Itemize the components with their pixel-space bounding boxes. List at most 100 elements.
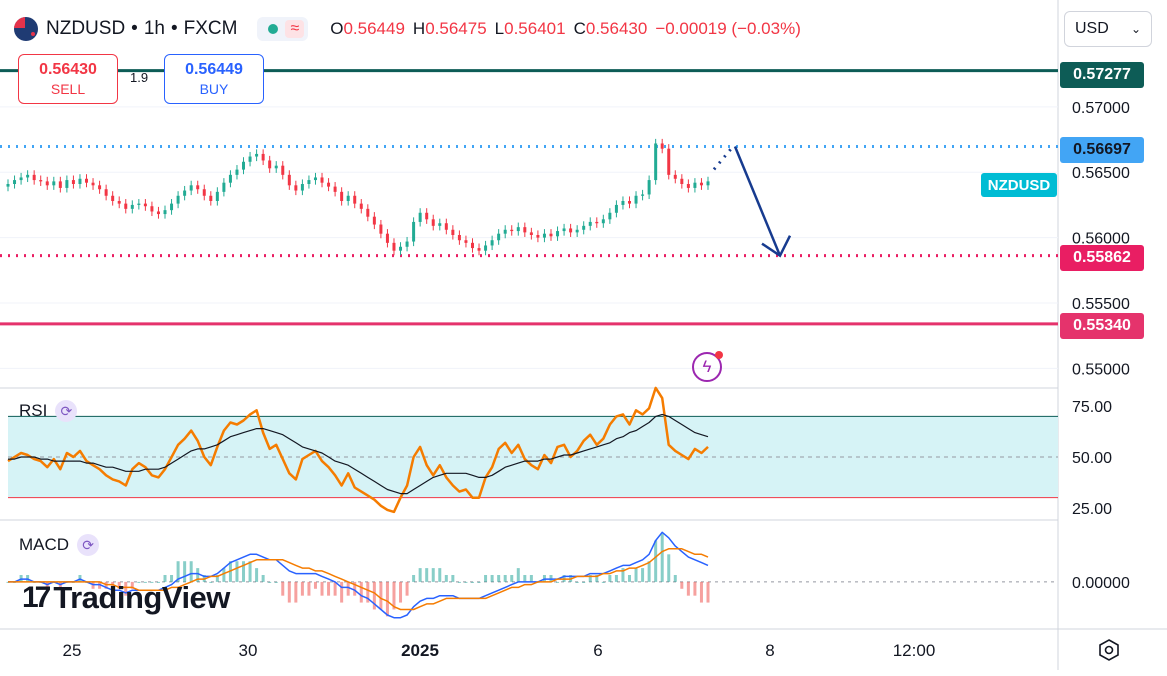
candle-body [399,246,403,251]
high-label: H [412,19,426,38]
macd-histogram-bar [582,581,586,583]
macd-histogram-bar [320,581,324,596]
low-value: 0.56401 [504,19,566,38]
macd-title[interactable]: MACD ⟳ [19,534,100,556]
logo-text: TradingView [53,580,230,615]
candle-body [503,229,507,234]
macd-histogram-bar [379,581,383,610]
candle-body [32,174,36,181]
symbol-header[interactable]: NZDUSD • 1h • FXCM ≈ O 0.56449 H 0.56475 L… [14,15,801,43]
candle-body [366,208,370,217]
candle-body [673,174,677,179]
macd-histogram-bar [484,575,488,582]
macd-histogram-bar [405,581,409,596]
macd-histogram-bar [673,575,677,582]
candle-body [392,242,396,251]
macd-histogram-bar [268,581,272,583]
candle-body [327,182,331,187]
candle-body [346,195,350,201]
candle-body [19,177,23,181]
candle-body [451,229,455,235]
symbol-name[interactable]: NZDUSD [46,18,126,39]
high-value: 0.56475 [425,19,487,38]
candle-body [588,221,592,226]
macd-histogram-bar [248,561,252,582]
macd-histogram-bar [189,561,193,582]
candle-body [627,201,631,204]
wave-icon: ≈ [285,20,305,38]
macd-histogram-bar [143,581,147,583]
macd-histogram-bar [150,581,154,583]
macd-histogram-bar [444,575,448,582]
candle-body [412,221,416,242]
macd-histogram-bar [425,568,429,582]
macd-histogram-bar [170,575,174,582]
separator: • [131,18,138,39]
macd-histogram-bar [111,581,115,596]
candle-body [45,181,49,186]
spread-value: 1.9 [130,70,149,85]
x-tick: 30 [238,641,258,660]
macd-histogram-bar [124,581,128,596]
macd-histogram-bar [523,575,527,582]
price-tick-label: 0.57000 [1072,100,1130,117]
candle-body [595,221,599,224]
macd-histogram-bar [300,581,304,596]
buy-button[interactable]: 0.56449 BUY [164,54,264,104]
candle-body [104,189,108,196]
candle-body [549,233,553,237]
market-status[interactable]: ≈ [257,17,309,41]
candle-body [385,233,389,243]
macd-histogram-bar [667,554,671,582]
macd-histogram-bar [156,581,160,583]
macd-histogram-bar [209,581,213,583]
candle-body [464,240,468,243]
candle-body [418,212,422,222]
macd-histogram-bar [634,568,638,582]
projection-dotted-line [712,145,735,171]
candle-body [320,177,324,183]
cycle-icon[interactable]: ⟳ [55,400,78,422]
candle-body [353,195,357,204]
rsi-band [8,416,1058,498]
candle-body [660,143,664,149]
macd-histogram-bar [601,581,605,583]
candle-body [686,184,690,188]
macd-histogram-bar [255,568,259,582]
candle-body [582,225,586,230]
macd-histogram-bar [294,581,298,603]
macd-histogram-bar [477,581,481,583]
nzd-usd-flag-icon [14,17,38,41]
cycle-icon[interactable]: ⟳ [77,534,100,556]
sell-button[interactable]: 0.56430 SELL [18,54,118,104]
candle-body [26,174,30,178]
candle-body [268,160,272,169]
macd-signal-line [8,548,709,611]
candle-body [117,201,121,204]
candle-body [287,174,291,186]
close-label: C [573,19,586,38]
macd-histogram-bar [516,568,520,582]
candle-body [699,182,703,186]
candle-body [228,174,232,183]
price-tick-label: 0.55000 [1072,361,1130,378]
candle-body [569,228,573,233]
price-tag-blue: 0.56697 [1060,137,1144,163]
macd-histogram-bar [130,581,134,589]
candle-body [235,169,239,175]
rsi-title[interactable]: RSI ⟳ [19,400,78,422]
settings-icon[interactable] [1097,638,1121,662]
currency-select[interactable]: USD ⌄ [1064,11,1152,47]
flash-icon[interactable]: ϟ [692,351,723,382]
candle-body [641,194,645,196]
candle-body [255,153,259,157]
candle-body [444,223,448,230]
macd-histogram-bar [313,581,317,589]
interval[interactable]: 1h [143,18,165,39]
candle-body [156,211,160,215]
candle-body [294,185,298,191]
candle-body [281,165,285,175]
candle-body [137,203,141,205]
